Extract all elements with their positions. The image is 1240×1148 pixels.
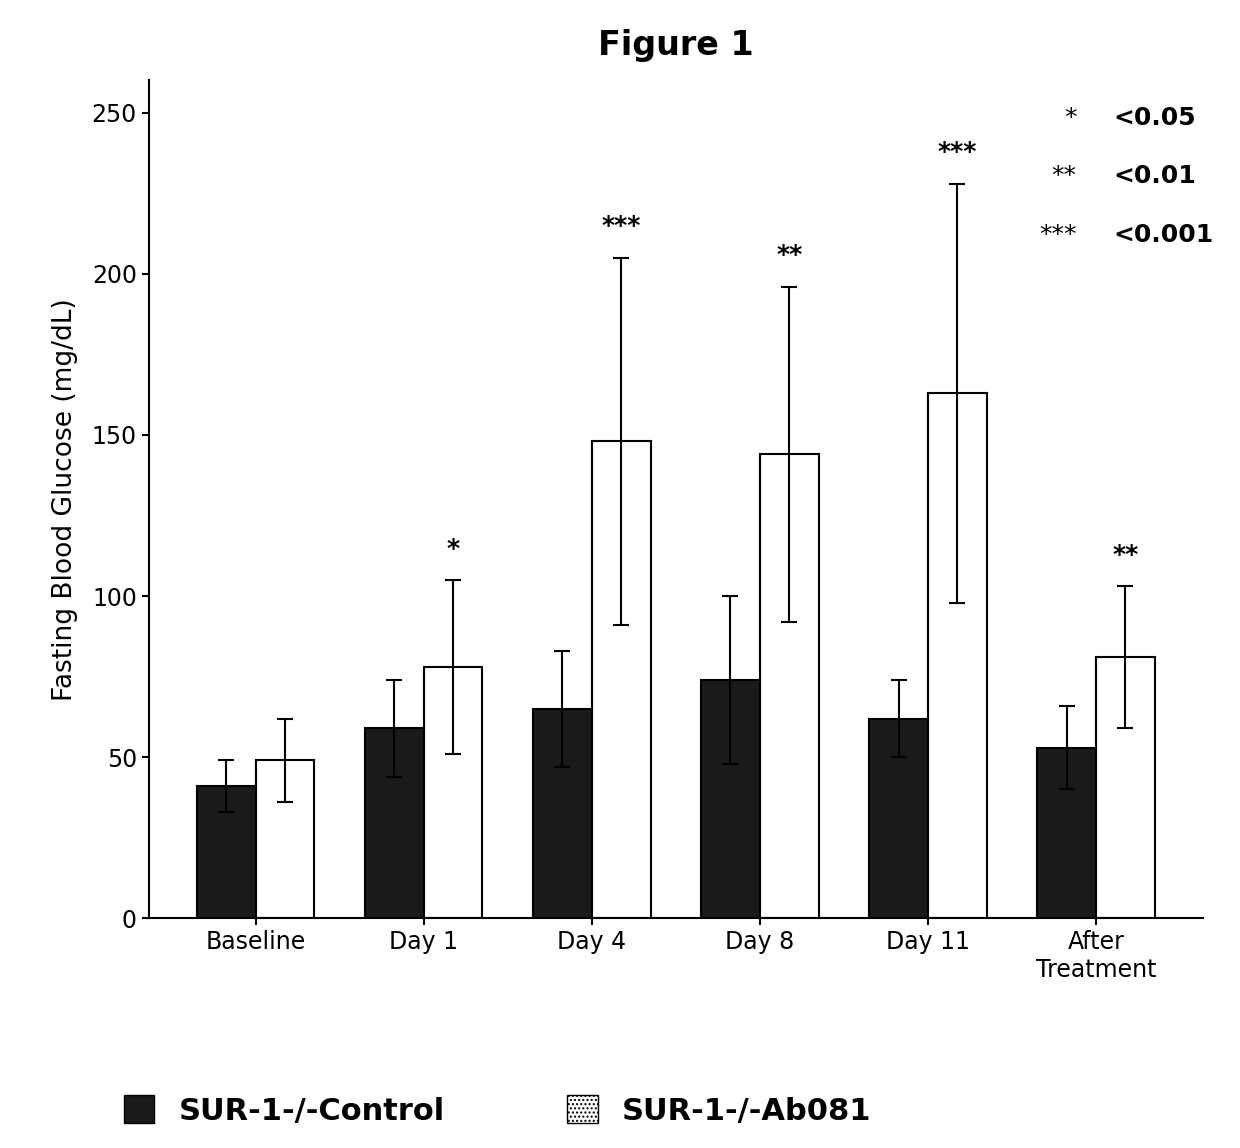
Text: <0.001: <0.001 xyxy=(1114,223,1214,247)
Title: Figure 1: Figure 1 xyxy=(598,30,754,62)
Text: *: * xyxy=(1064,106,1076,130)
Legend: SUR-1-/-Control, SUR-1-/-Ab081: SUR-1-/-Control, SUR-1-/-Ab081 xyxy=(112,1084,884,1138)
Bar xyxy=(533,708,591,918)
Text: **: ** xyxy=(1052,164,1076,188)
Bar xyxy=(701,680,760,918)
Bar xyxy=(365,728,424,918)
Bar xyxy=(1037,747,1096,918)
Text: <0.05: <0.05 xyxy=(1114,106,1195,130)
Bar xyxy=(197,786,255,918)
Y-axis label: Fasting Blood Glucose (mg/dL): Fasting Blood Glucose (mg/dL) xyxy=(52,298,78,700)
Text: ***: *** xyxy=(601,215,641,239)
Text: <0.01: <0.01 xyxy=(1114,164,1195,188)
Bar xyxy=(760,455,818,918)
Bar xyxy=(424,667,482,918)
Text: ***: *** xyxy=(1039,223,1076,247)
Text: **: ** xyxy=(776,243,802,267)
Text: ***: *** xyxy=(937,140,977,164)
Bar xyxy=(928,393,987,918)
Bar xyxy=(869,719,928,918)
Text: **: ** xyxy=(1112,543,1138,567)
Bar xyxy=(1096,658,1154,918)
Bar xyxy=(255,760,315,918)
Text: *: * xyxy=(446,536,460,560)
Bar xyxy=(591,441,651,918)
